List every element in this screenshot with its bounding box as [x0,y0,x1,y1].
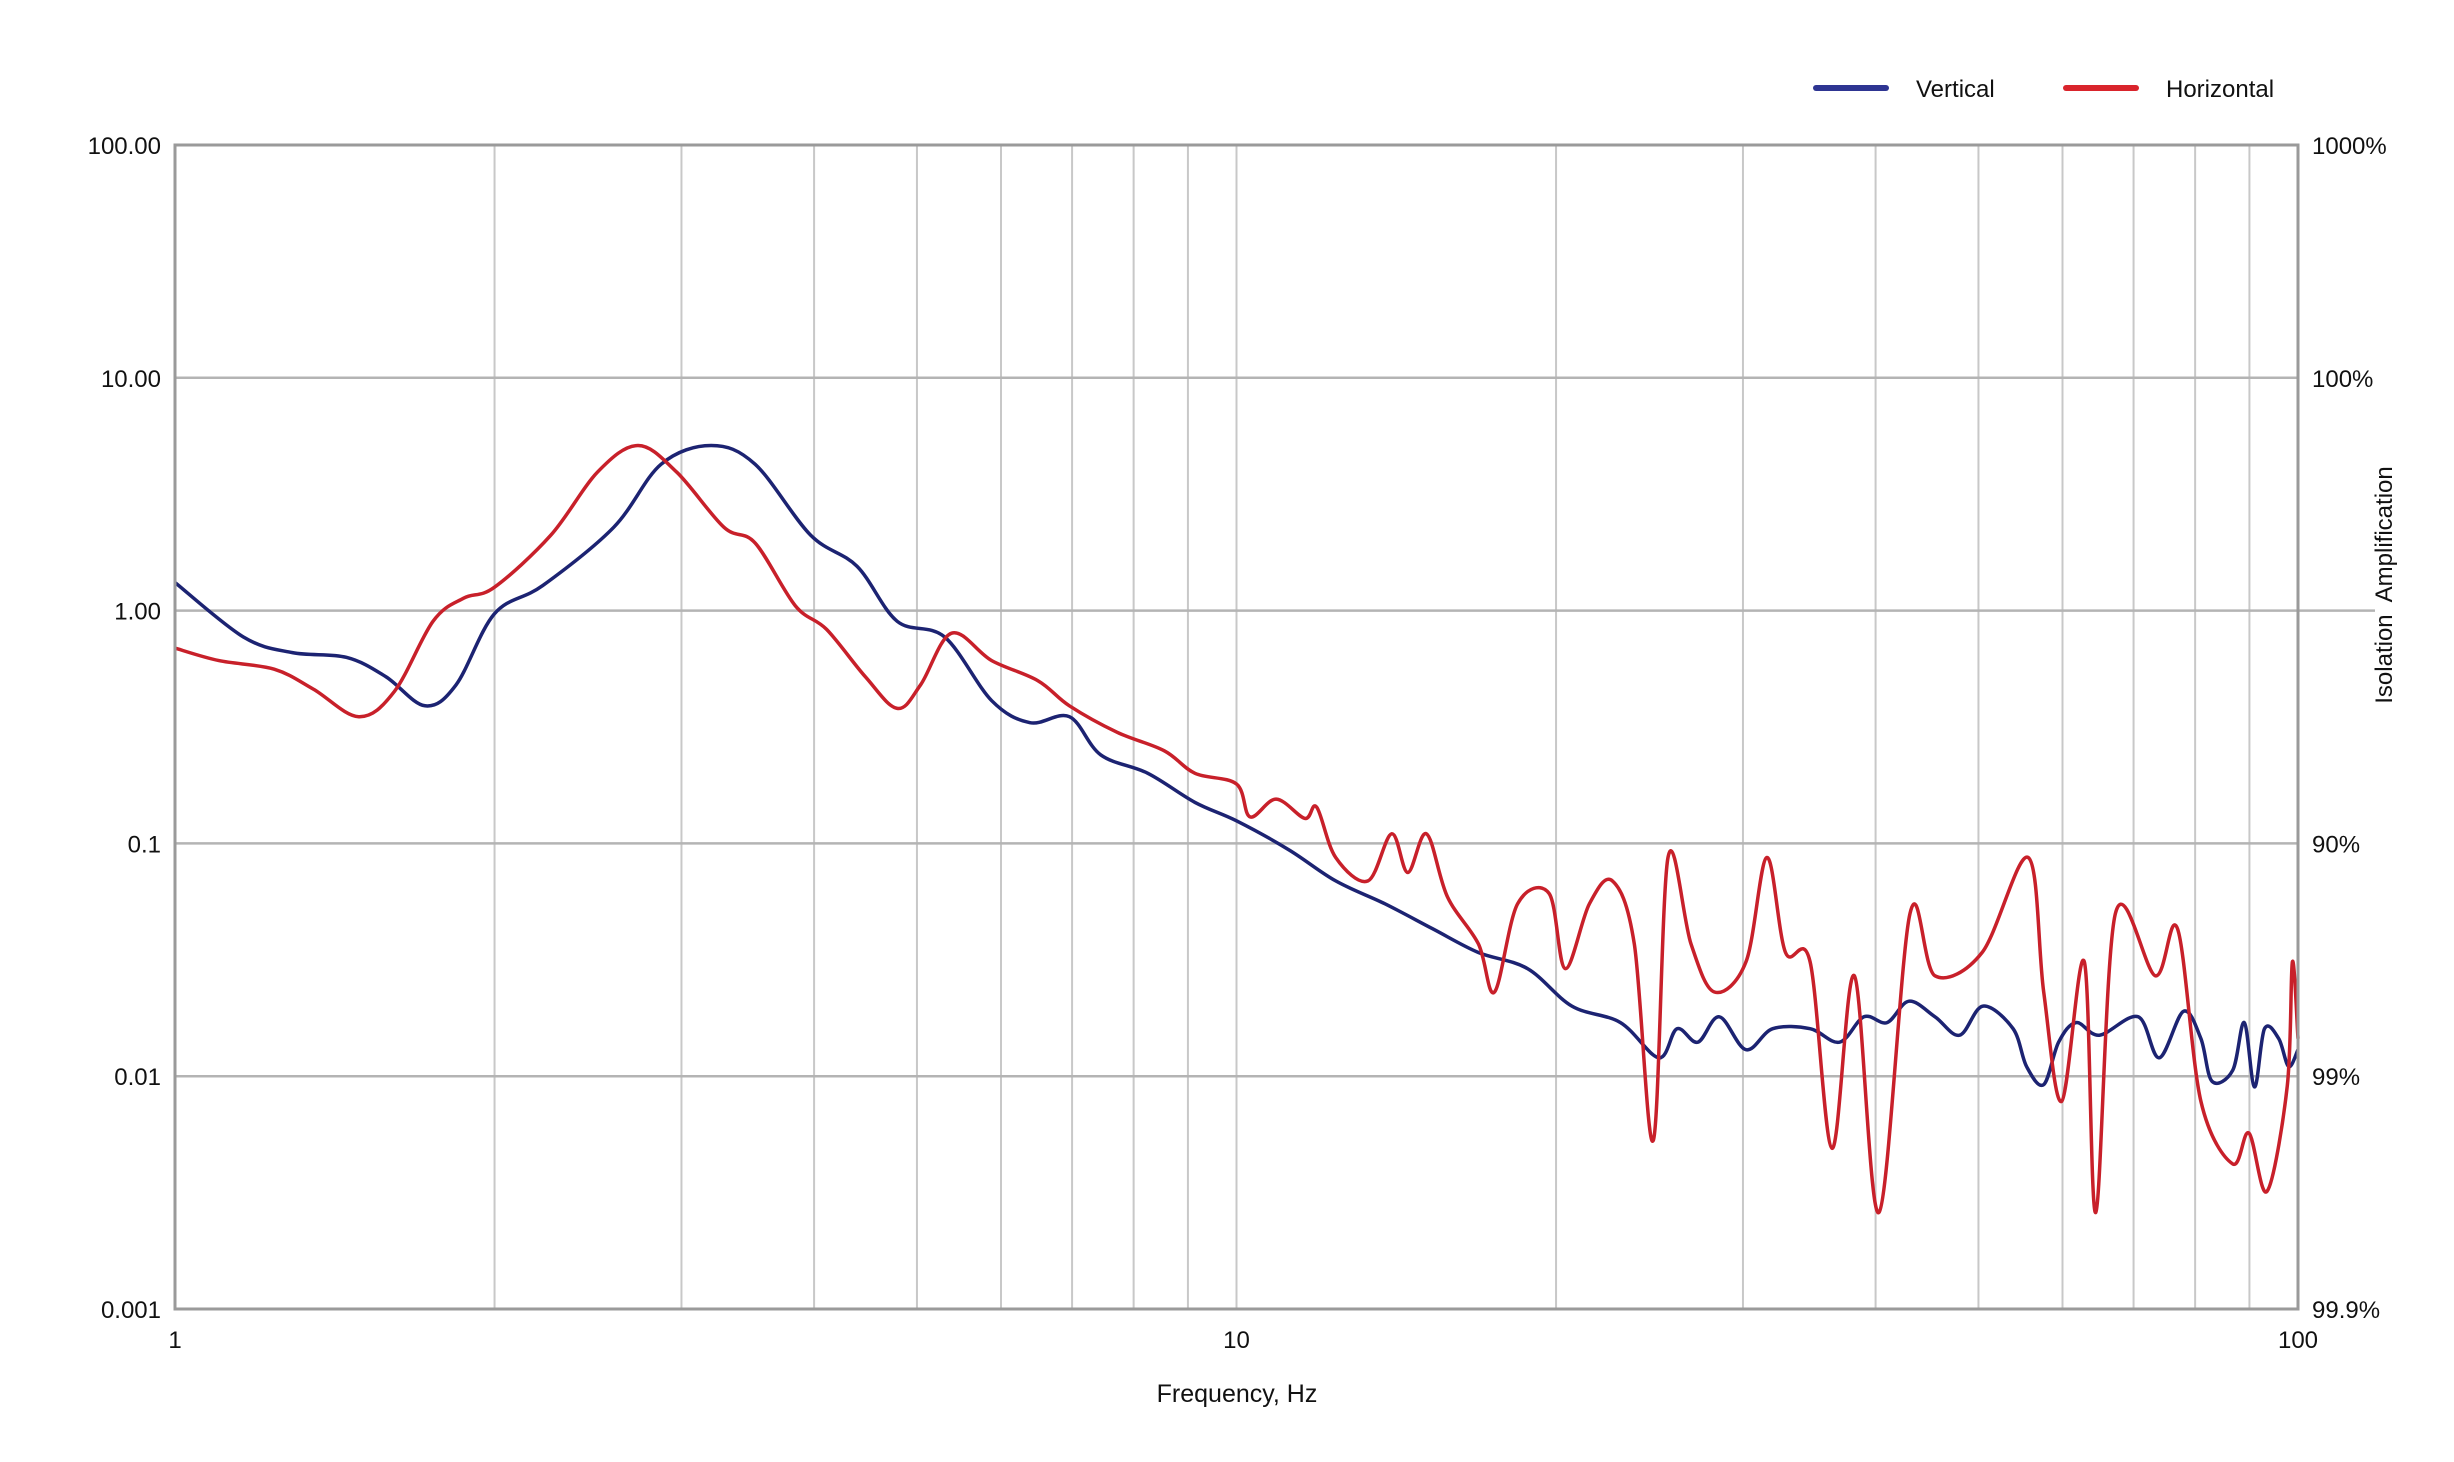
legend-item-vertical: Vertical [1813,76,1995,103]
x-tick-label: 1 [168,1327,181,1354]
x-tick-label: 10 [1223,1327,1250,1354]
legend: Vertical Horizontal [1813,76,2274,103]
y-tick-label-left: 0.001 [101,1297,161,1324]
x-tick-label: 100 [2278,1327,2318,1354]
y-tick-label-left: 0.1 [128,831,161,858]
grid [175,143,2375,1311]
y-tick-label-left: 100.00 [88,133,161,160]
y-tick-label-left: 0.01 [114,1064,161,1091]
legend-label-horizontal: Horizontal [2166,76,2274,103]
y-tick-label-right: 99% [2312,1064,2360,1091]
y-tick-label-left: 10.00 [101,366,161,393]
x-axis-label: Frequency, Hz [1157,1380,1318,1408]
series-line-vertical [173,443,2300,1089]
legend-label-vertical: Vertical [1916,76,1995,103]
y-tick-label-right: 90% [2312,831,2360,858]
plot-frame [173,143,2300,1311]
y-tick-label-right: 1000% [2312,133,2387,160]
tick-labels: 100.00 10.00 1.00 0.1 0.01 0.001 1000% 100% 90% 9… [88,133,2387,1354]
y-tick-label-right: 100% [2312,366,2373,393]
series-lines [173,443,2300,1215]
right-axis-label: Isolation Amplification [2371,466,2398,703]
legend-item-horizontal: Horizontal [2063,76,2274,103]
series-line-horizontal [174,443,2300,1215]
y-tick-label-right: 99.9% [2312,1297,2380,1324]
y-tick-label-left: 1.00 [114,599,161,626]
